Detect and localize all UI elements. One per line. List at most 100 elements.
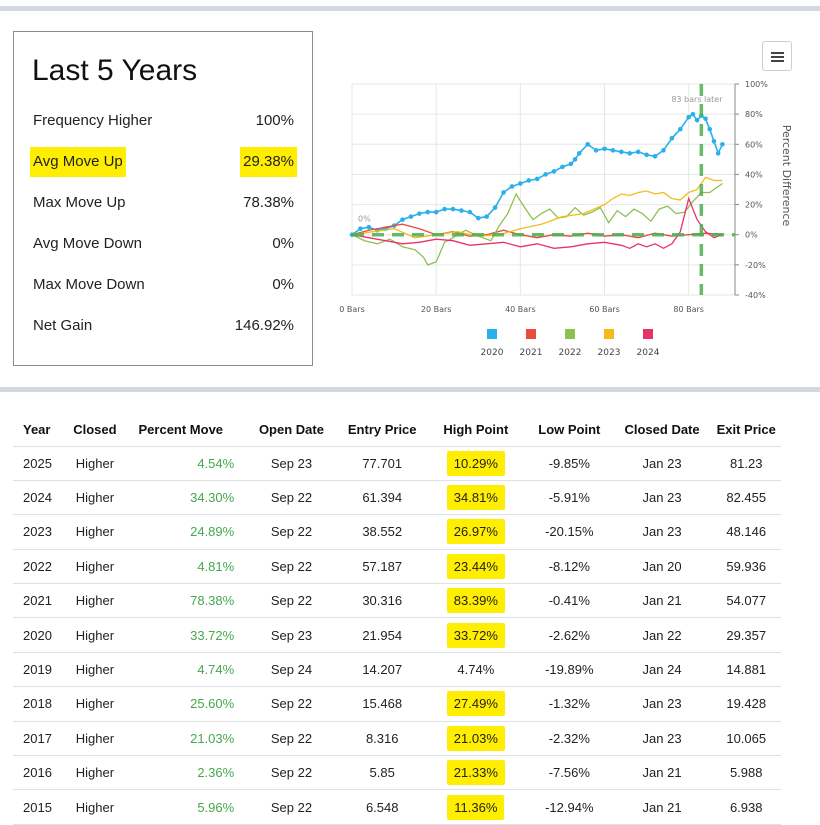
table-row: 2018 Higher 25.60% Sep 22 15.468 27.49% -1.32%… xyxy=(13,686,781,722)
cell-open-date: Sep 22 xyxy=(244,721,339,757)
chart-menu-button[interactable] xyxy=(762,41,792,71)
x-tick-label: 80 Bars xyxy=(673,305,704,314)
cell-open-date: Sep 22 xyxy=(244,789,339,825)
series-point-2020 xyxy=(400,217,405,222)
table-row: 2019 Higher 4.74% Sep 24 14.207 4.74% -19.89% J… xyxy=(13,652,781,688)
cell-low-point: -2.32% xyxy=(525,721,613,757)
cell-closed-date: Jan 21 xyxy=(612,755,712,791)
cell-percent-move: 4.74% xyxy=(127,652,245,688)
cell-year: 2015 xyxy=(13,789,63,825)
cell-exit-price: 59.936 xyxy=(711,549,781,585)
cell-closed-date: Jan 23 xyxy=(612,686,712,722)
table-row: 2021 Higher 78.38% Sep 22 30.316 83.39% -0.41%… xyxy=(13,583,781,619)
high-point-highlight: 10.29% xyxy=(446,450,505,476)
cell-exit-price: 54.077 xyxy=(711,583,781,619)
cell-closed: Higher xyxy=(62,789,128,825)
series-point-2020 xyxy=(358,226,363,231)
cell-closed: Higher xyxy=(62,652,128,688)
cell-year: 2016 xyxy=(13,755,63,791)
cell-high-point: 21.03% xyxy=(425,721,526,757)
x-tick-label: 40 Bars xyxy=(505,305,536,314)
y-tick-label: 100% xyxy=(745,80,768,89)
cell-percent-move: 33.72% xyxy=(127,617,245,653)
header-closed-date[interactable]: Closed Date xyxy=(612,413,712,447)
cell-closed-date: Jan 23 xyxy=(612,480,712,516)
cell-year: 2020 xyxy=(13,617,63,653)
cell-high-point: 23.44% xyxy=(425,549,526,585)
cell-closed-date: Jan 23 xyxy=(612,514,712,550)
hamburger-menu-icon-bar xyxy=(771,60,784,62)
cell-exit-price: 14.881 xyxy=(711,652,781,688)
cell-low-point: -9.85% xyxy=(525,446,613,481)
series-point-2020 xyxy=(694,117,700,123)
y-tick-label: 0% xyxy=(745,231,758,240)
series-point-2020 xyxy=(518,181,523,186)
series-point-2020 xyxy=(568,161,574,167)
header-low-point[interactable]: Low Point xyxy=(525,413,613,447)
header-high-point[interactable]: High Point xyxy=(425,413,526,447)
series-point-2020 xyxy=(602,146,607,152)
cell-closed-date: Jan 24 xyxy=(612,652,712,688)
series-point-2020 xyxy=(652,154,658,159)
table-row: 2017 Higher 21.03% Sep 22 8.316 21.03% -2.32% J… xyxy=(13,721,781,757)
series-point-2020 xyxy=(417,211,422,216)
cell-entry-price: 5.85 xyxy=(338,755,426,791)
cell-percent-move: 34.30% xyxy=(127,480,245,516)
series-point-2020 xyxy=(686,114,692,120)
legend-label-2021: 2021 xyxy=(520,348,543,358)
cell-percent-move: 21.03% xyxy=(127,721,245,757)
header-year[interactable]: Year xyxy=(13,413,63,447)
cell-low-point: -8.12% xyxy=(525,549,613,585)
high-point-highlight: 34.81% xyxy=(446,485,505,511)
series-point-2020 xyxy=(703,116,708,121)
series-point-2020 xyxy=(543,172,548,177)
cell-closed: Higher xyxy=(62,686,128,722)
cell-percent-move: 2.36% xyxy=(127,755,245,791)
legend-label-2024: 2024 xyxy=(637,348,660,358)
legend-swatch-2023 xyxy=(604,329,614,339)
y-tick-label: 20% xyxy=(745,201,763,210)
x-tick-label: 0 Bars xyxy=(339,305,364,314)
cell-entry-price: 6.548 xyxy=(338,789,426,825)
x-tick-label: 20 Bars xyxy=(421,305,452,314)
series-point-2020 xyxy=(484,214,489,219)
table-row: 2015 Higher 5.96% Sep 22 6.548 11.36% -12.94% J… xyxy=(13,789,781,825)
table-row: 2024 Higher 34.30% Sep 22 61.394 34.81% -5.91%… xyxy=(13,480,781,516)
cell-closed-date: Jan 21 xyxy=(612,583,712,619)
legend-swatch-2024 xyxy=(643,329,653,339)
series-point-2020 xyxy=(526,178,532,183)
cell-closed: Higher xyxy=(62,480,128,516)
series-point-2020 xyxy=(644,152,649,158)
cell-entry-price: 61.394 xyxy=(338,480,426,516)
stat-label: Net Gain xyxy=(33,317,93,334)
header-entry-price[interactable]: Entry Price xyxy=(338,413,426,447)
cell-percent-move: 25.60% xyxy=(127,686,245,722)
cell-year: 2019 xyxy=(13,652,63,688)
header-closed[interactable]: Closed xyxy=(62,413,128,447)
header-exit-price[interactable]: Exit Price xyxy=(711,413,781,447)
series-point-2020 xyxy=(690,111,696,117)
legend-label-2023: 2023 xyxy=(598,348,621,358)
plot-area xyxy=(351,83,736,296)
stat-label: Frequency Higher xyxy=(33,112,153,129)
legend-swatch-2022 xyxy=(565,329,575,339)
cell-percent-move: 5.96% xyxy=(127,789,245,825)
chart-svg: 100% 80% 60% 40% 20% 0% -20% -40% 0 Bars 20 Bars 4… xyxy=(339,80,793,358)
series-point-2020 xyxy=(619,149,624,155)
header-percent-move[interactable]: Percent Move xyxy=(127,413,245,447)
series-point-2020 xyxy=(467,209,473,215)
cell-low-point: -19.89% xyxy=(525,652,613,688)
cell-closed-date: Jan 23 xyxy=(612,721,712,757)
cell-closed: Higher xyxy=(62,583,128,619)
stat-label: Max Move Up xyxy=(33,194,126,211)
table-row: 2025 Higher 4.54% Sep 23 77.701 10.29% -9.85% J… xyxy=(13,446,781,481)
series-point-2020 xyxy=(669,135,675,141)
stat-label: Max Move Down xyxy=(33,276,145,293)
series-point-2020 xyxy=(572,157,578,162)
cell-closed: Higher xyxy=(62,446,128,481)
header-open-date[interactable]: Open Date xyxy=(244,413,339,447)
series-point-2020 xyxy=(707,126,713,132)
cell-closed-date: Jan 20 xyxy=(612,549,712,585)
cell-low-point: -5.91% xyxy=(525,480,613,516)
cell-high-point: 27.49% xyxy=(425,686,526,722)
